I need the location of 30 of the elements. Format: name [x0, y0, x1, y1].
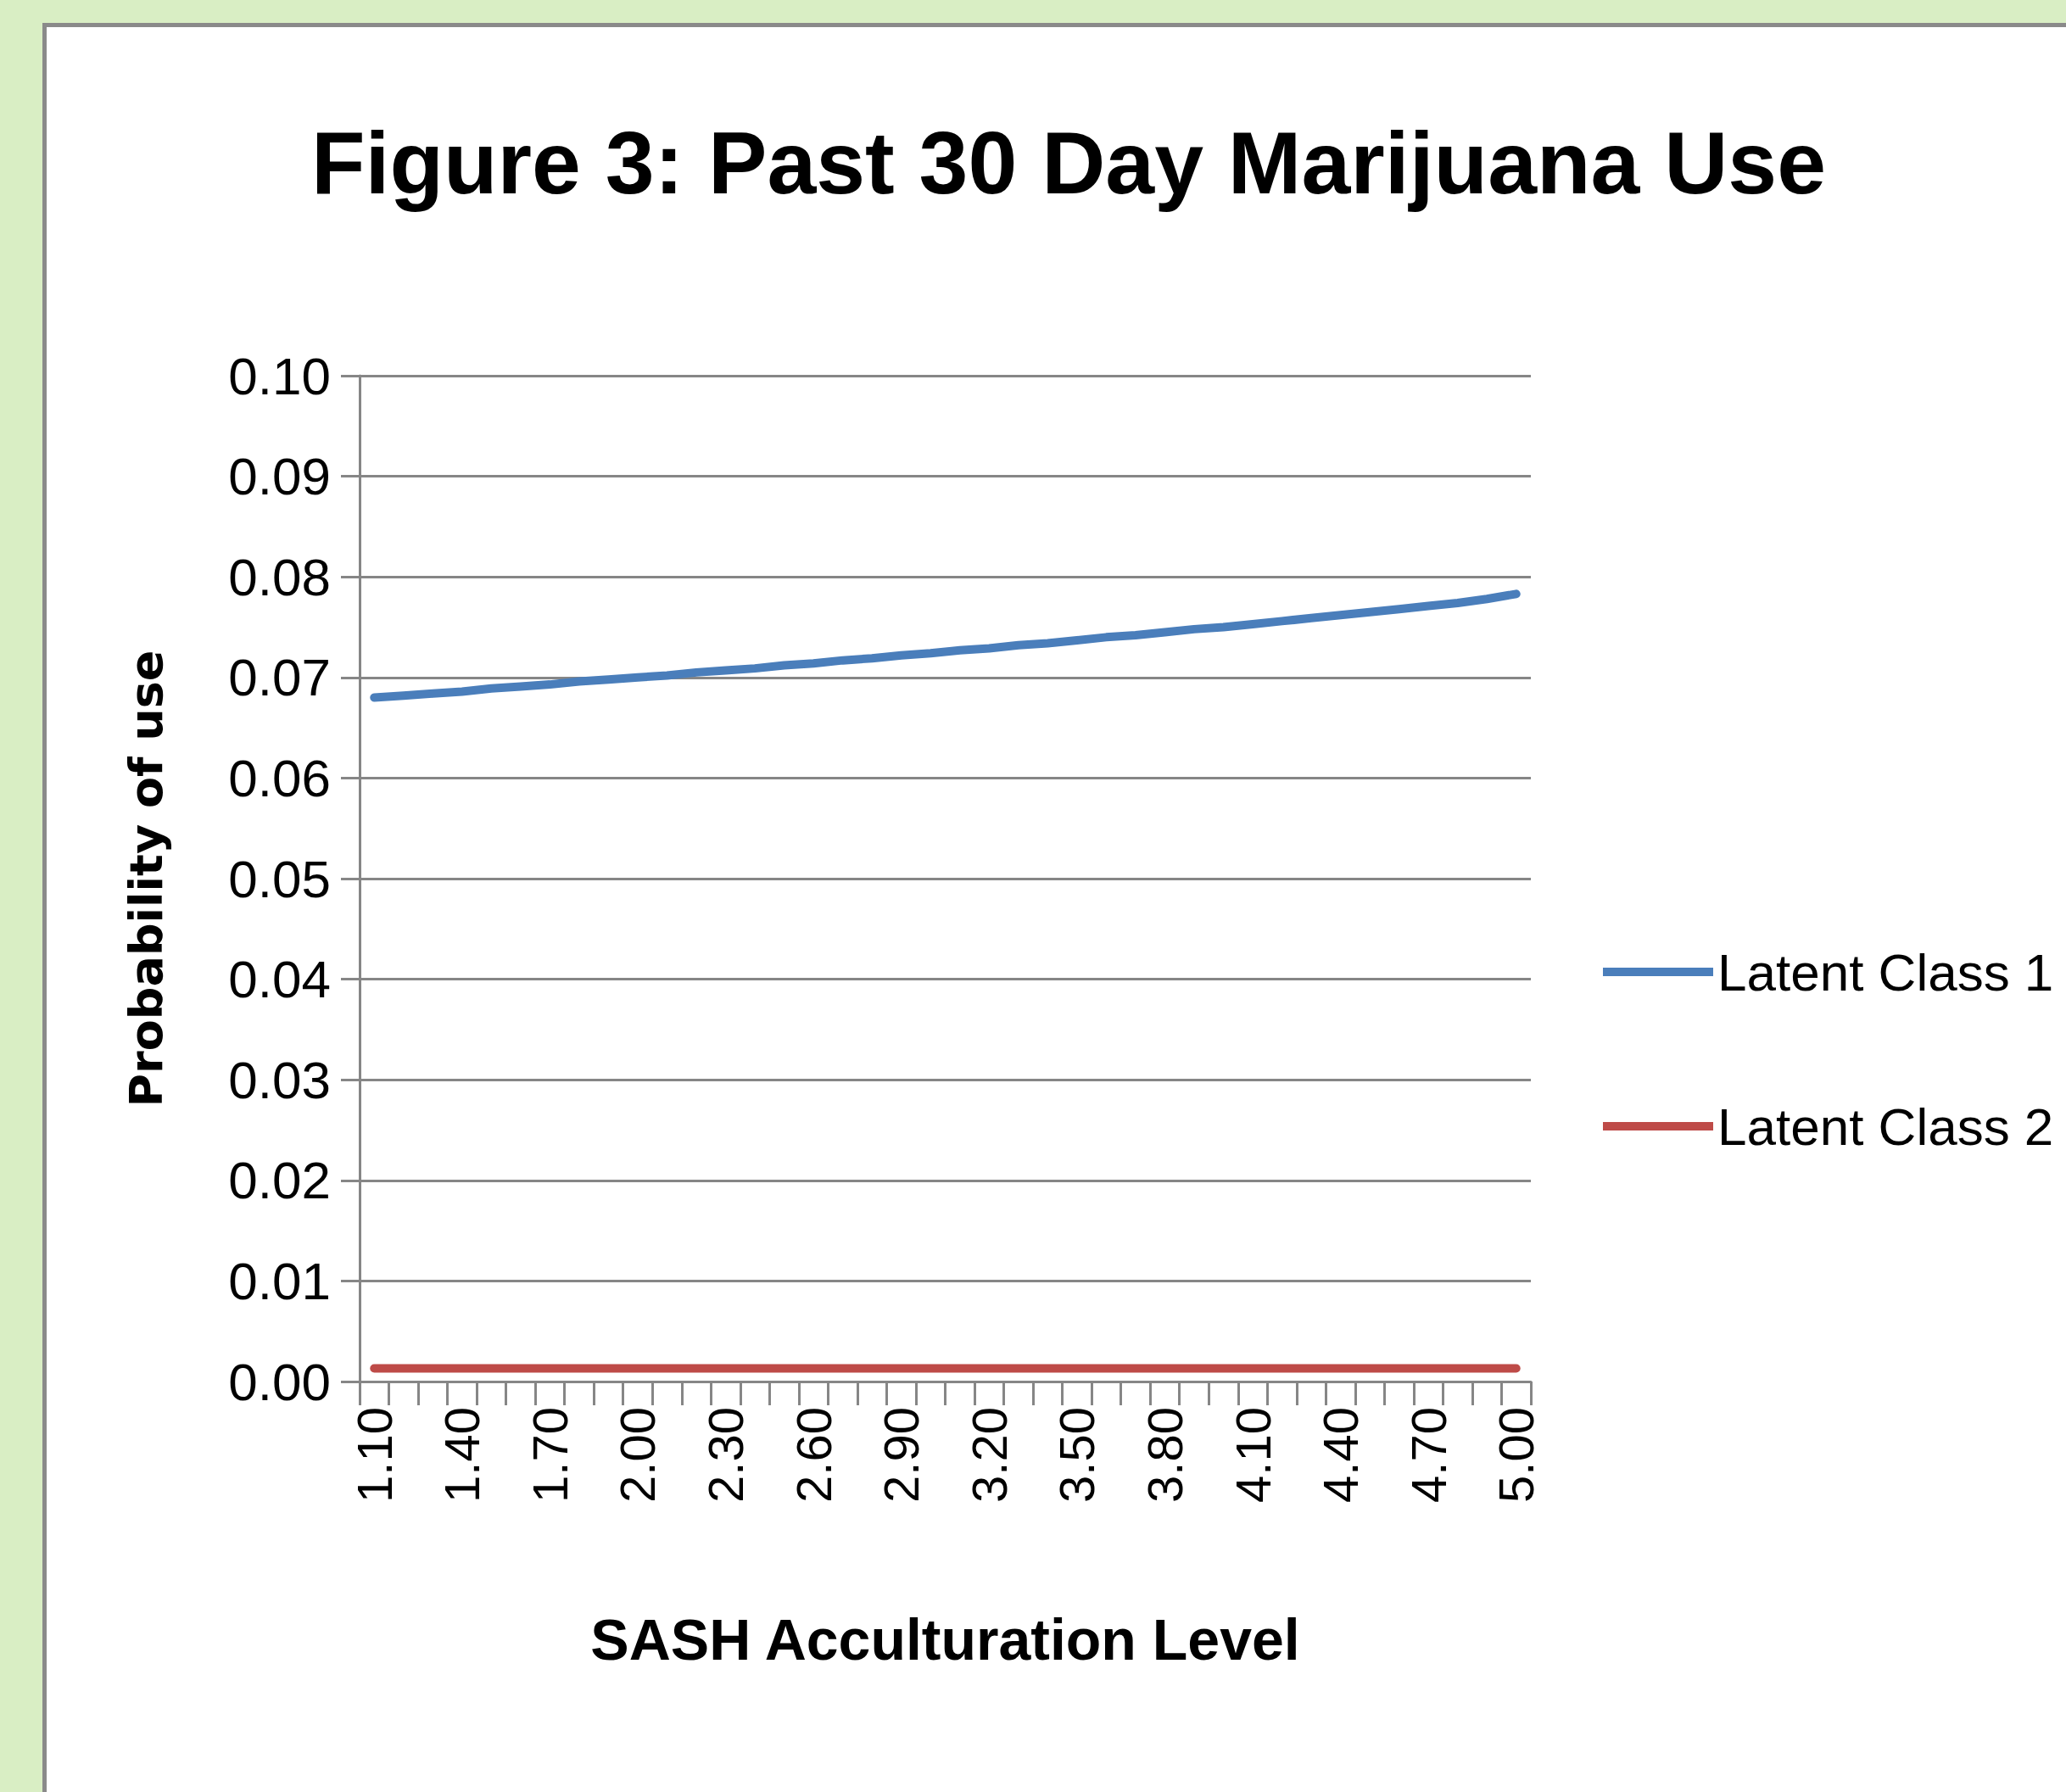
x-tick-label: 1.40: [434, 1407, 490, 1503]
x-tick-label: 3.50: [1049, 1407, 1105, 1503]
chart-title: Figure 3: Past 30 Day Marijuana Use: [310, 114, 1827, 212]
x-tick-label: 2.90: [874, 1407, 930, 1503]
y-tick-label: 0.03: [228, 1050, 331, 1109]
x-tick-label: 4.40: [1313, 1407, 1369, 1503]
legend-label: Latent Class 2: [1717, 1097, 2054, 1156]
x-tick-label: 3.20: [961, 1407, 1017, 1503]
y-tick-label: 0.08: [228, 547, 331, 606]
y-axis-title: Probability of use: [119, 650, 173, 1108]
x-tick-label: 4.10: [1225, 1407, 1281, 1503]
y-tick-label: 0.04: [228, 950, 331, 1009]
x-tick-label: 5.00: [1488, 1407, 1544, 1503]
x-tick-label: 2.00: [610, 1407, 666, 1503]
y-tick-label: 0.09: [228, 447, 331, 506]
y-tick-label: 0.02: [228, 1151, 331, 1210]
legend-label: Latent Class 1: [1717, 942, 2054, 1002]
y-tick-label: 0.07: [228, 648, 331, 707]
y-tick-label: 0.00: [228, 1352, 331, 1411]
y-tick-label: 0.06: [228, 748, 331, 807]
x-tick-label: 1.70: [522, 1407, 578, 1503]
x-axis-title: SASH Acculturation Level: [590, 1607, 1300, 1672]
x-tick-label: 4.70: [1400, 1407, 1456, 1503]
y-tick-label: 0.05: [228, 849, 331, 908]
y-tick-label: 0.10: [228, 346, 331, 405]
x-tick-label: 1.10: [346, 1407, 402, 1503]
x-tick-label: 3.80: [1136, 1407, 1192, 1503]
x-tick-label: 2.30: [698, 1407, 754, 1503]
x-tick-label: 2.60: [785, 1407, 841, 1503]
y-tick-label: 0.01: [228, 1251, 331, 1310]
